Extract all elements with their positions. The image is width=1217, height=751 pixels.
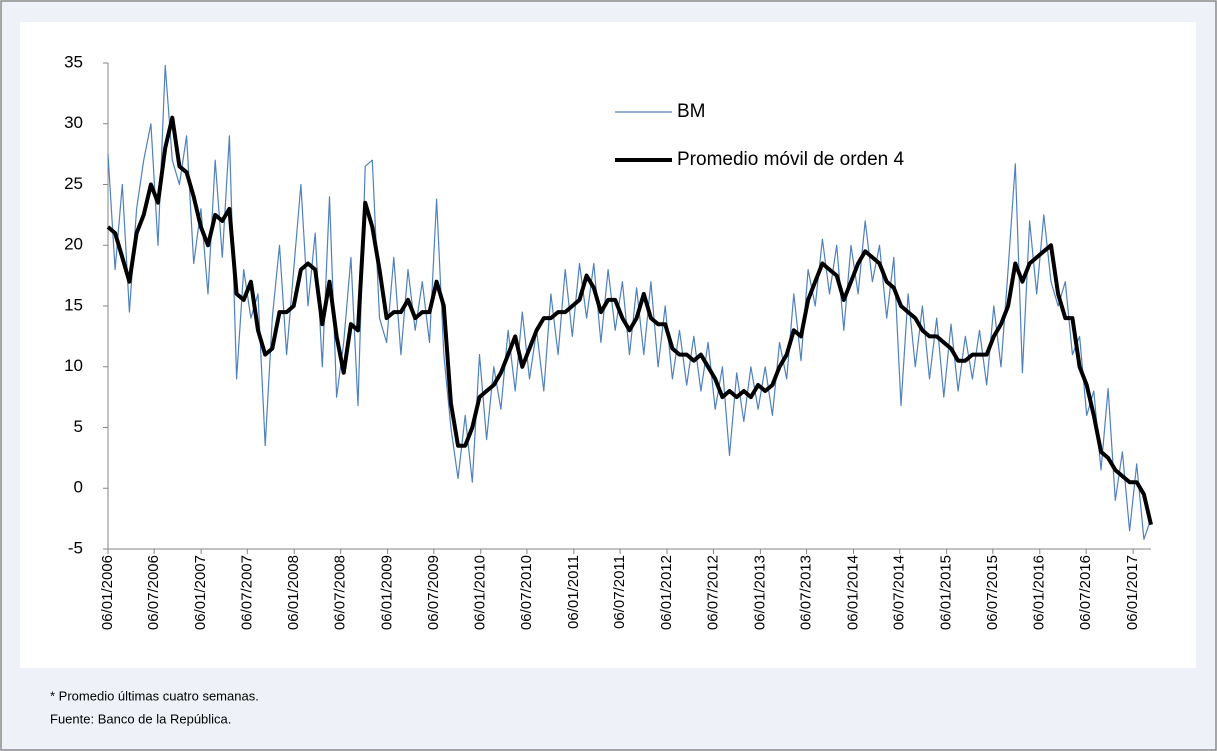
x-tick-label: 06/07/2008 [332, 555, 349, 630]
x-tick-label: 06/07/2010 [518, 555, 535, 630]
x-tick-label: 06/01/2017 [1124, 555, 1141, 630]
legend-label: BM [677, 101, 706, 122]
x-tick-label: 06/07/2009 [425, 555, 442, 630]
y-tick-label: 10 [64, 356, 83, 375]
series-line [107, 64, 1152, 540]
y-tick-label: 30 [64, 113, 83, 132]
y-tick-label: 35 [64, 52, 83, 71]
x-tick-label: 06/07/2011 [611, 555, 628, 629]
y-tick-label: 20 [64, 235, 83, 254]
x-tick-label: 06/01/2013 [751, 555, 768, 630]
x-tick-label: 06/07/2007 [238, 555, 255, 630]
series-line [106, 115, 1153, 526]
x-tick-label: 06/01/2014 [844, 555, 861, 630]
x-tick-label: 06/07/2006 [145, 555, 162, 630]
x-tick-label: 06/07/2015 [984, 555, 1001, 630]
x-tick-label: 06/01/2012 [658, 555, 675, 630]
x-tick-label: 06/01/2007 [192, 555, 209, 630]
x-tick-label: 06/01/2016 [1031, 555, 1048, 630]
y-tick-label: 5 [74, 417, 83, 436]
x-tick-label: 06/01/2011 [565, 555, 582, 629]
x-tick-label: 06/07/2012 [704, 555, 721, 630]
x-tick-label: 06/01/2009 [379, 555, 396, 630]
y-tick-label: -5 [68, 538, 83, 557]
x-tick-label: 06/01/2010 [472, 555, 489, 630]
y-tick-label: 15 [64, 295, 83, 314]
footnote: Fuente: Banco de la República. [50, 711, 231, 726]
x-tick-label: 06/01/2008 [285, 555, 302, 630]
y-tick-label: 0 [74, 478, 83, 497]
y-tick-label: 25 [64, 174, 83, 193]
x-tick-label: 06/07/2016 [1077, 555, 1094, 630]
x-tick-label: 06/01/2006 [99, 555, 116, 630]
x-tick-label: 06/01/2015 [938, 555, 955, 630]
footnote: * Promedio últimas cuatro semanas. [50, 688, 259, 703]
x-tick-label: 06/07/2014 [891, 555, 908, 630]
plot-background [20, 22, 1196, 668]
legend-label: Promedio móvil de orden 4 [677, 149, 904, 170]
x-tick-label: 06/07/2013 [798, 555, 815, 630]
